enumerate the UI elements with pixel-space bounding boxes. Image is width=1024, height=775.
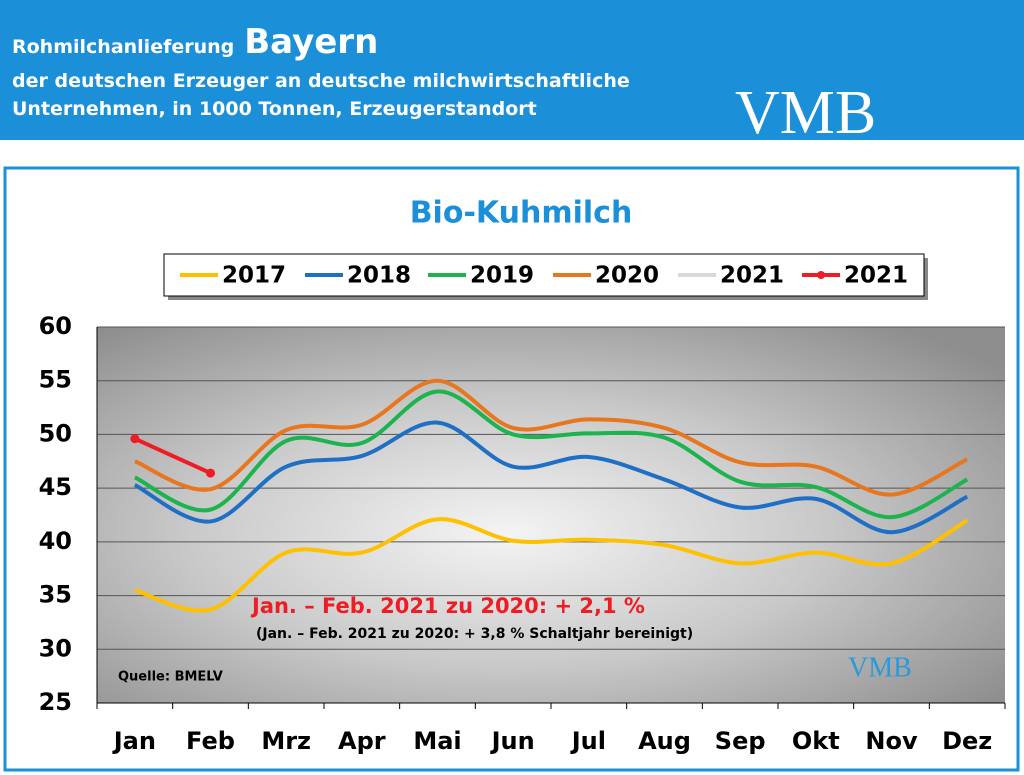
x-tick-label: Sep xyxy=(715,727,766,755)
y-tick-label: 30 xyxy=(39,634,72,662)
title-prefix: Rohmilchanlieferung xyxy=(12,36,235,58)
x-tick-label: Feb xyxy=(186,727,235,755)
point xyxy=(206,468,215,478)
x-tick-label: Apr xyxy=(338,727,386,755)
x-tick-label: Okt xyxy=(792,727,840,755)
series-line xyxy=(134,436,212,475)
legend-label: 2017 xyxy=(222,263,286,289)
header-title: Rohmilchanlieferung Bayern xyxy=(12,22,378,62)
series-line xyxy=(134,517,969,613)
x-tick-label: Mai xyxy=(413,727,461,755)
legend-marker xyxy=(817,271,825,279)
series-line xyxy=(133,389,969,520)
x-tick-label: Mrz xyxy=(261,727,311,755)
legend-label: 2019 xyxy=(470,263,534,289)
source: Quelle: BMELV xyxy=(118,670,223,685)
annotation: (Jan. – Feb. 2021 zu 2020: + 3,8 % Schal… xyxy=(256,626,693,642)
title-region: Bayern xyxy=(244,22,379,62)
y-tick-label: 50 xyxy=(39,419,72,447)
annotation: Jan. – Feb. 2021 zu 2020: + 2,1 % xyxy=(250,594,645,618)
legend-label: 2020 xyxy=(595,263,659,289)
x-tick-label: Dez xyxy=(942,727,992,755)
legend-label: 2021 xyxy=(720,263,784,289)
x-tick-label: Jan xyxy=(112,727,156,755)
chart-title: Bio-Kuhmilch xyxy=(410,196,633,231)
legend-label: 2018 xyxy=(347,263,411,289)
subtitle: der deutschen Erzeuger an deutsche milch… xyxy=(12,70,630,92)
y-tick-label: 40 xyxy=(39,527,72,555)
y-tick-label: 35 xyxy=(39,581,72,609)
y-tick-label: 55 xyxy=(39,366,72,394)
y-tick-label: 60 xyxy=(39,312,72,340)
header: Rohmilchanlieferung Bayern der deutschen … xyxy=(0,0,1024,147)
plot-area xyxy=(97,327,1005,703)
legend-label: 2021 xyxy=(844,263,908,289)
x-tick-label: Jul xyxy=(570,727,606,755)
subtitle: Unternehmen, in 1000 Tonnen, Erzeugersta… xyxy=(12,98,537,120)
watermark-logo: VMB xyxy=(848,652,912,683)
x-tick-label: Aug xyxy=(638,727,691,755)
x-tick-label: Nov xyxy=(865,727,918,755)
series-line xyxy=(133,420,969,535)
logo: VMB xyxy=(735,79,877,147)
y-tick-label: 25 xyxy=(39,688,72,716)
y-tick-label: 45 xyxy=(39,473,72,501)
legend xyxy=(163,253,925,297)
point xyxy=(130,434,140,444)
series-line xyxy=(134,378,969,497)
x-tick-label: Jun xyxy=(490,727,535,755)
